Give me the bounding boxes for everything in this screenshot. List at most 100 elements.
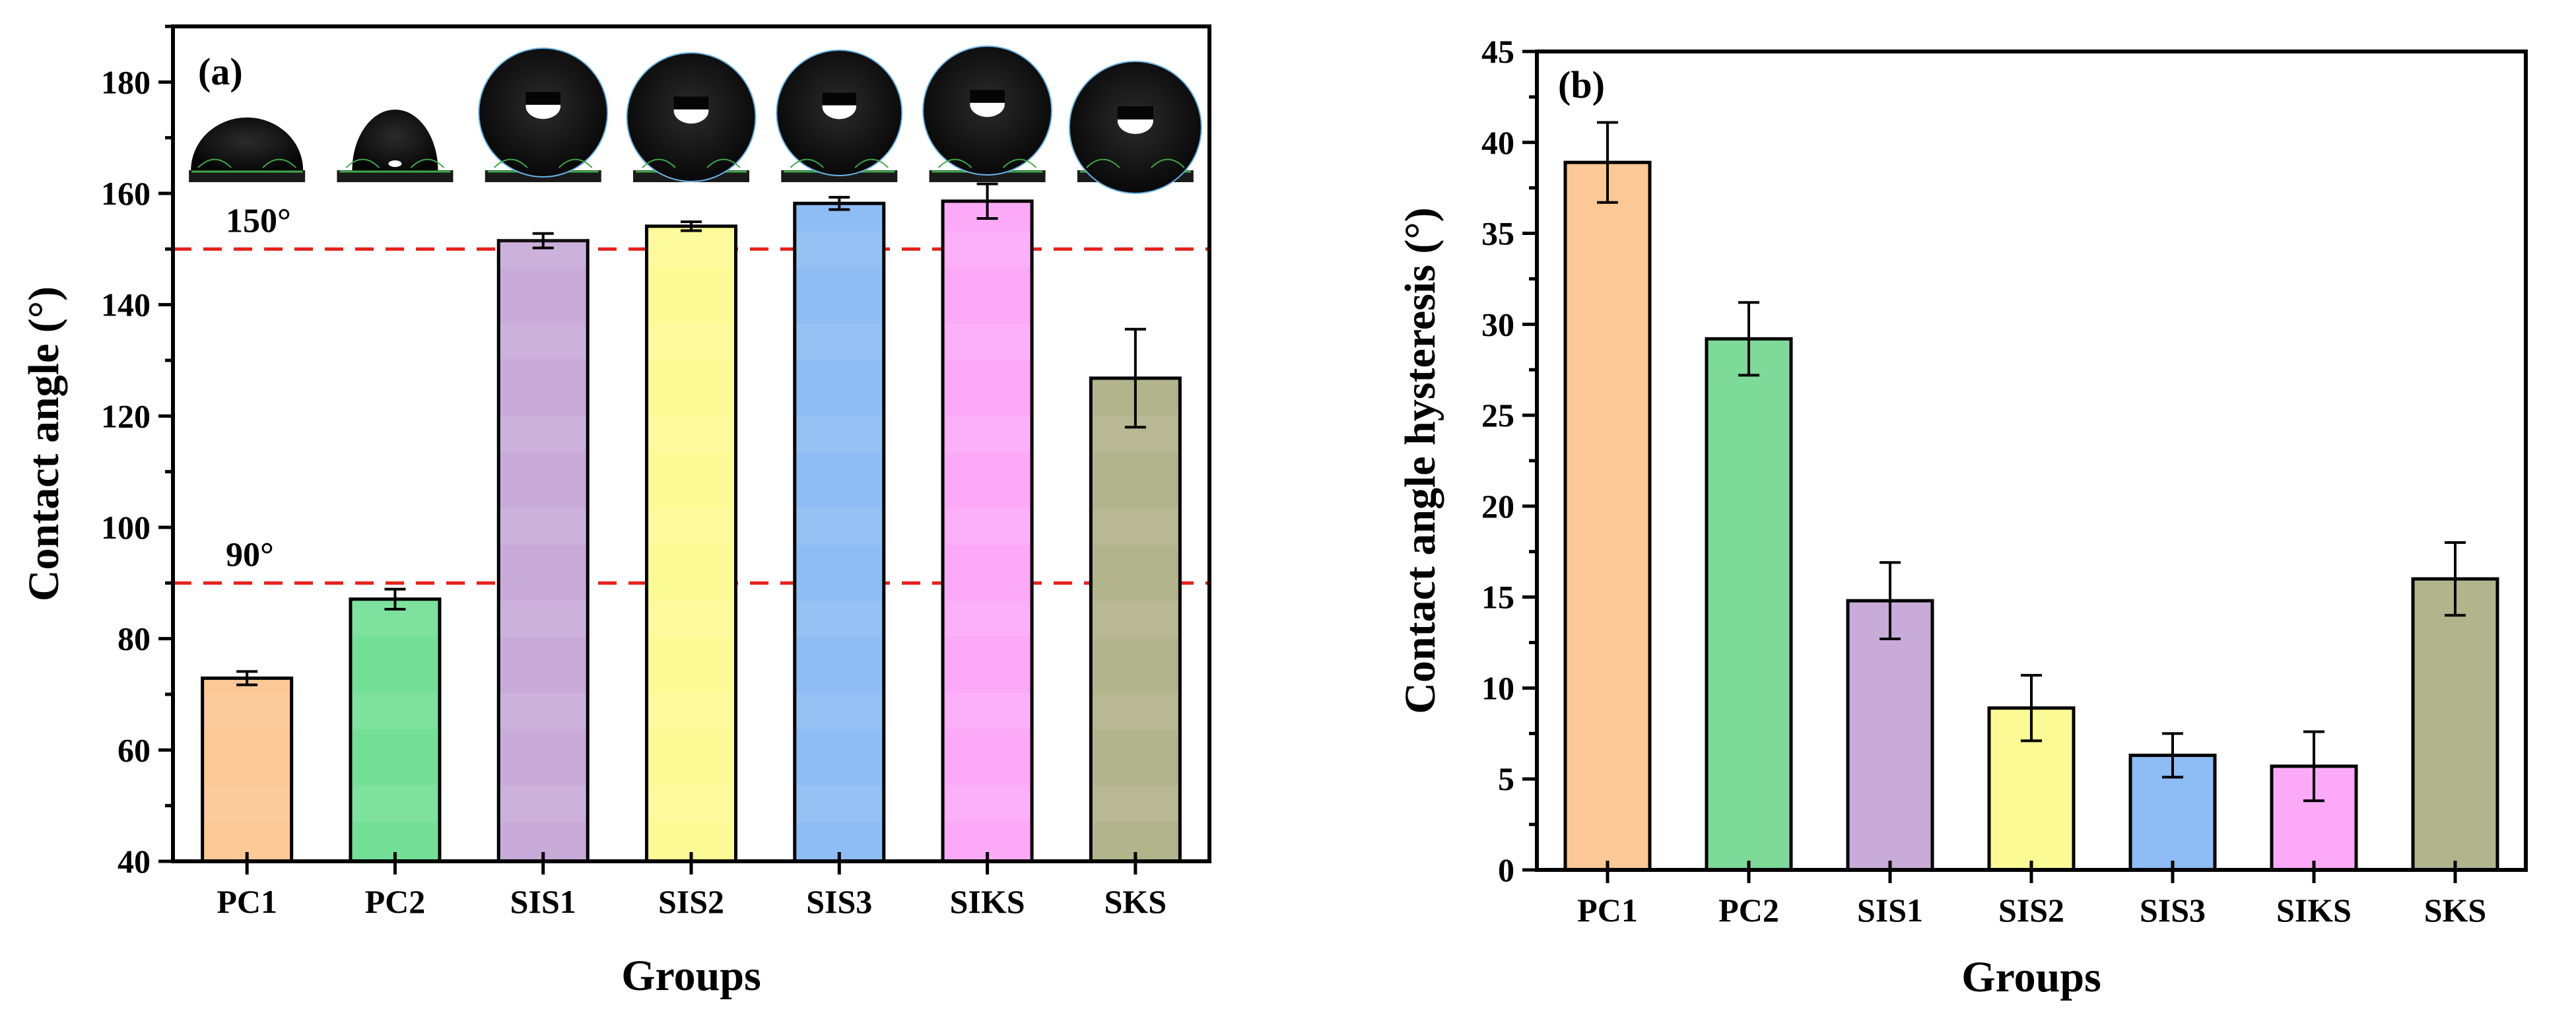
bar-shading (1093, 601, 1178, 637)
bar-pc2 (1705, 337, 1793, 872)
y-axis-title: Contact angle (°) (20, 286, 68, 601)
x-tick-label-pc2: PC2 (365, 883, 426, 920)
bar-shading (500, 508, 586, 545)
y-tick-label: 25 (1481, 397, 1514, 434)
y-tick-label: 140 (101, 286, 151, 323)
x-tick-label-siks: SIKS (2276, 892, 2352, 929)
bar-shading (500, 323, 586, 360)
x-tick-label-sis1: SIS1 (1857, 892, 1923, 929)
error-bar-sis2 (2021, 674, 2042, 743)
error-bar-pc1 (236, 670, 258, 686)
y-tick-label: 0 (1498, 851, 1514, 888)
droplet-image-sis1 (478, 48, 609, 182)
bar-pc2 (349, 597, 442, 863)
droplet-image-sks (1068, 61, 1202, 194)
bar-shading (500, 785, 586, 822)
panel-a-contact-angle: 150° 90° 40 60 80 100 120 140 160 180 PC1 PC2 SIS1… (20, 24, 1211, 1000)
bar-shading (500, 693, 586, 729)
bar-shading (945, 231, 1031, 267)
bar-shading (648, 416, 734, 452)
error-bar-sis1 (532, 232, 554, 249)
bar-shading (796, 508, 882, 545)
x-tick-label-sis3: SIS3 (806, 883, 872, 920)
bar-shading (352, 785, 438, 822)
droplet-image-sis3 (776, 50, 903, 182)
y-tick-label: 100 (101, 509, 151, 546)
error-bar-siks (976, 182, 998, 220)
bar-shading (796, 323, 882, 360)
bar-shading (796, 231, 882, 267)
bar-sks (2411, 577, 2499, 872)
panel-label: (b) (1558, 63, 1605, 106)
bar-shading (945, 323, 1031, 360)
x-tick-label-pc2: PC2 (1718, 892, 1779, 929)
reference-line-label: 150° (226, 202, 291, 240)
bar-shading (352, 693, 438, 729)
bar-shading (204, 785, 290, 822)
error-bar-sis2 (681, 220, 702, 232)
bar-shading (648, 508, 734, 545)
y-tick-label: 30 (1481, 306, 1514, 343)
error-bar-pc2 (384, 587, 406, 611)
droplet-image-pc1 (189, 117, 306, 182)
y-tick-label: 120 (101, 397, 151, 434)
x-axis-title: Groups (1961, 953, 2101, 1001)
y-axis-ticks: 0 5 10 15 20 25 30 35 40 45 (1481, 33, 1537, 888)
bars (201, 199, 1182, 863)
bar-sis1 (496, 239, 590, 863)
error-bar-pc1 (1597, 121, 1618, 204)
bar-shading (796, 693, 882, 729)
bar-shading (796, 601, 882, 637)
y-tick-label: 10 (1481, 669, 1514, 706)
x-tick-label-sis3: SIS3 (2140, 892, 2206, 929)
bar-shading (945, 785, 1031, 822)
bar-shading (945, 508, 1031, 545)
bar-shading (648, 693, 734, 729)
y-tick-label: 45 (1481, 33, 1514, 70)
bars (1563, 160, 2499, 872)
y-tick-label: 5 (1498, 760, 1514, 797)
y-axis-ticks: 40 60 80 100 120 140 160 180 (101, 24, 173, 880)
droplet-images (189, 46, 1202, 194)
x-tick-label-sis1: SIS1 (510, 883, 576, 920)
bar-shading (1093, 508, 1178, 545)
bar-shading (945, 601, 1031, 637)
error-bar-sks (2445, 541, 2466, 617)
bar-shading (500, 416, 586, 452)
x-tick-label-sks: SKS (1104, 883, 1167, 920)
error-bar-pc2 (1738, 301, 1759, 377)
y-tick-label: 60 (118, 731, 151, 768)
reference-line-label: 90° (226, 536, 274, 574)
y-tick-label: 15 (1481, 579, 1514, 616)
droplet-image-pc2 (337, 110, 454, 182)
bar-shading (1093, 693, 1178, 729)
droplet-image-sis2 (626, 52, 757, 182)
error-bar-sis3 (2162, 732, 2183, 779)
bar-shading (796, 785, 882, 822)
panel-b-contact-angle-hysteresis: 0 5 10 15 20 25 30 35 40 45 PC1 PC2 SIS1 SIS2 SIS3 SIK… (1396, 33, 2528, 1001)
x-axis-ticks: PC1 PC2 SIS1 SIS2 SIS3 SIKS SKS (1577, 861, 2486, 929)
y-tick-label: 180 (101, 63, 151, 100)
bar-shading (648, 323, 734, 360)
bar-shading (204, 693, 290, 729)
bar-pc1 (1563, 160, 1652, 872)
error-bar-siks (2303, 730, 2324, 803)
panel-label: (a) (198, 50, 243, 93)
x-tick-label-siks: SIKS (950, 883, 1025, 920)
x-tick-label-sis2: SIS2 (1998, 892, 2064, 929)
x-tick-label-sks: SKS (2424, 892, 2487, 929)
x-tick-label-pc1: PC1 (217, 883, 277, 920)
error-bar-sks (1124, 327, 1146, 429)
bar-shading (648, 785, 734, 822)
y-tick-label: 80 (118, 620, 151, 657)
x-axis-title: Groups (621, 952, 761, 1000)
bar-siks (941, 199, 1034, 863)
y-tick-label: 40 (118, 843, 151, 880)
x-axis-ticks: PC1 PC2 SIS1 SIS2 SIS3 SIKS SKS (217, 852, 1167, 920)
bar-shading (796, 416, 882, 452)
bar-shading (648, 231, 734, 267)
x-tick-label-pc1: PC1 (1577, 892, 1638, 929)
bar-sis1 (1846, 599, 1934, 872)
y-tick-label: 20 (1481, 488, 1514, 525)
